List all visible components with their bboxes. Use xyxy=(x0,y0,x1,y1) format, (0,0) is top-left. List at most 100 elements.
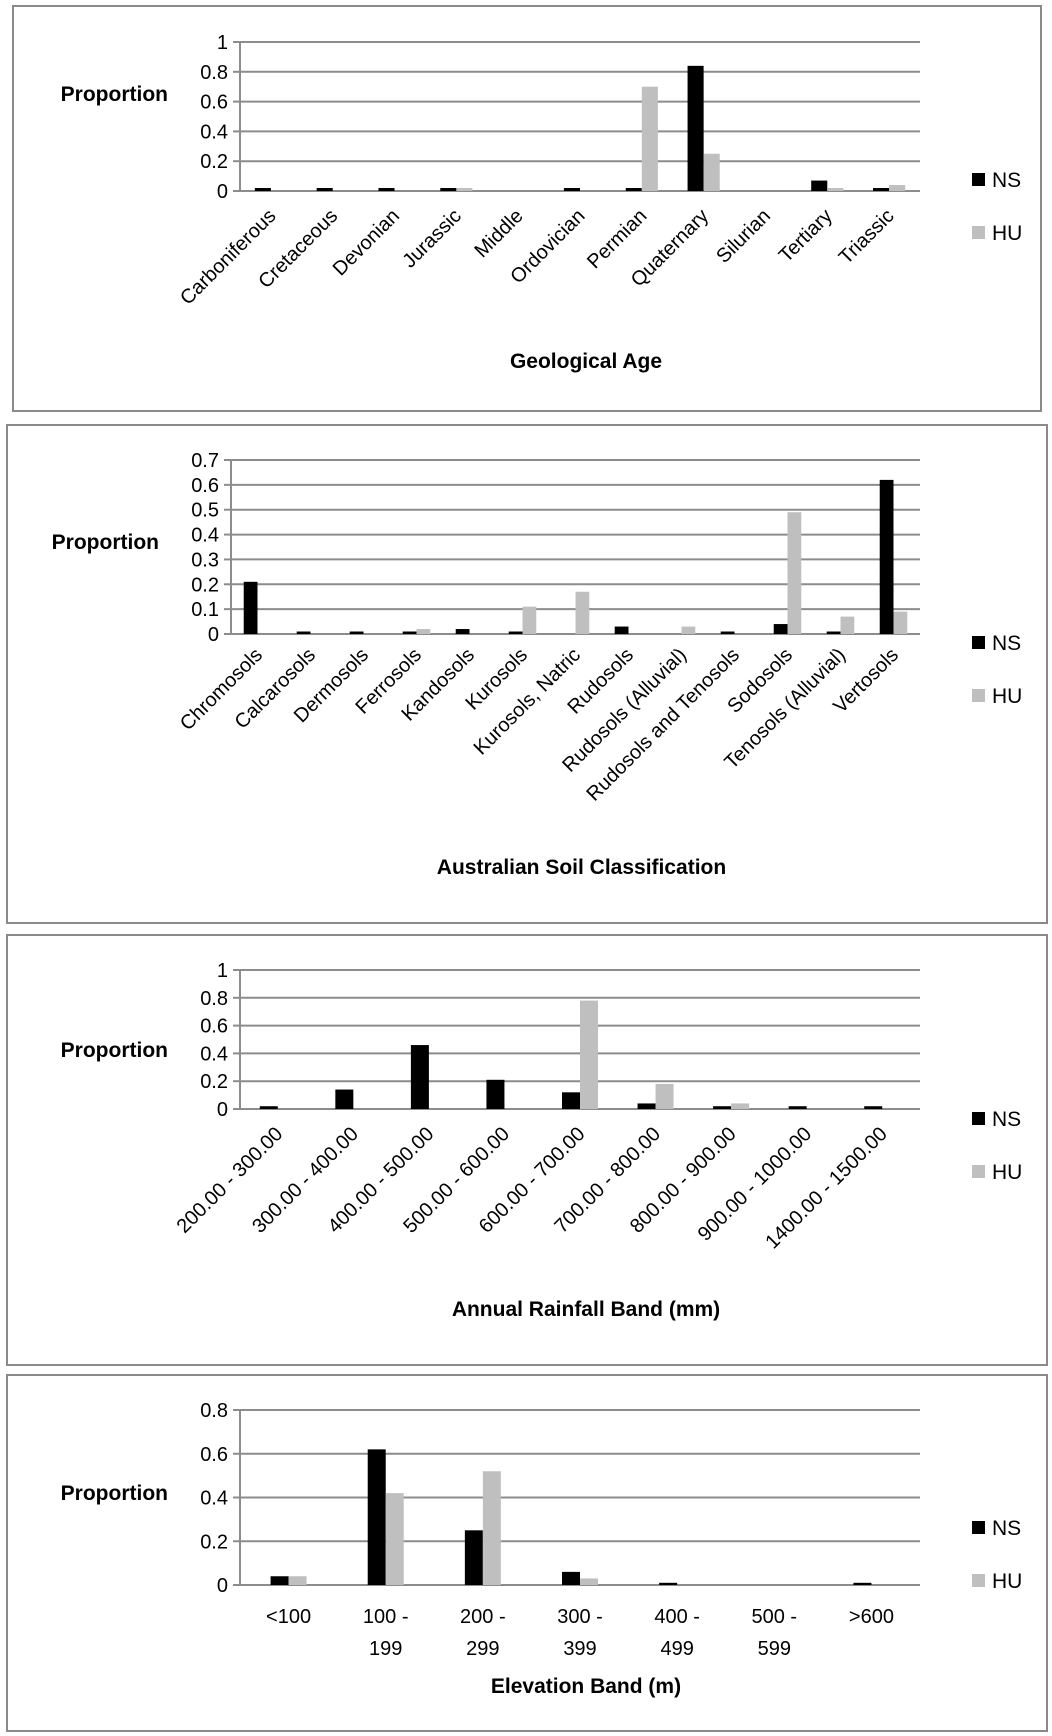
bar-ns-200-299 xyxy=(464,1530,483,1585)
bar-ns-500-00-600-00 xyxy=(486,1079,505,1109)
bar-ns-triassic xyxy=(873,188,890,191)
bar-ns-carboniferous xyxy=(254,188,271,191)
legend-label-hu: HU xyxy=(992,685,1022,708)
chart-svg-1: 00.20.40.60.81CarboniferousCretaceousDev… xyxy=(61,32,1023,373)
bar-hu-tertiary xyxy=(827,188,844,191)
bar-hu-triassic xyxy=(889,185,906,191)
bar-ns-900-00-1000-00 xyxy=(788,1106,807,1109)
bar-hu-tenosols-alluvial xyxy=(840,616,855,634)
y-axis-title: Proportion xyxy=(52,531,159,554)
bar-hu-200-299 xyxy=(482,1471,501,1585)
bar-ns-tertiary xyxy=(811,180,828,191)
bar-ns-400-499 xyxy=(659,1582,678,1585)
y-tick-label: 0.4 xyxy=(200,1488,228,1510)
bar-hu-100-199 xyxy=(385,1493,404,1585)
y-tick-label: 0 xyxy=(217,1575,228,1597)
bar-ns-calcarosols xyxy=(296,631,311,634)
bar-ns-devonian xyxy=(378,188,395,191)
y-tick-label: 0 xyxy=(217,181,228,203)
legend: NS HU xyxy=(972,1517,1022,1593)
bar-ns-cretaceous xyxy=(316,188,333,191)
legend-label-ns: NS xyxy=(992,1517,1021,1540)
bar-hu-jurassic xyxy=(456,188,473,191)
bar-ns-800-00-900-00 xyxy=(713,1106,732,1109)
y-tick-label: 0.6 xyxy=(200,1444,228,1466)
bar-hu-600-00-700-00 xyxy=(580,1000,598,1109)
bar-ns-300-399 xyxy=(562,1571,580,1585)
y-tick-label: 0.8 xyxy=(200,988,228,1010)
x-tick-label: >600 xyxy=(849,1606,894,1628)
x-tick-label: Tertiary xyxy=(775,205,837,267)
bar-ns-quaternary xyxy=(687,65,704,191)
legend-swatch-ns xyxy=(972,636,985,649)
y-tick-label: 0.6 xyxy=(200,92,228,114)
chart-panel-1: 0 0.2 0.4 0.6 0.8 1 Carboniferous Cretaceous Dev… xyxy=(12,5,1042,412)
x-tick-label: 200 -299 xyxy=(460,1606,506,1660)
legend-label-hu: HU xyxy=(992,1570,1022,1593)
bar-ns-permian xyxy=(625,188,642,191)
legend-swatch-hu xyxy=(972,1574,985,1587)
bar-hu-700-00-800-00 xyxy=(655,1083,674,1109)
y-axis-title: Proportion xyxy=(61,1482,168,1505)
bar-ns-chromosols xyxy=(243,581,258,634)
y-tick-label: 0.4 xyxy=(200,1043,228,1065)
x-tick-label: Middle xyxy=(470,205,527,262)
legend-swatch-hu xyxy=(972,1165,985,1178)
legend-swatch-hu xyxy=(972,689,985,702)
x-tick-label: 400 -499 xyxy=(654,1606,700,1660)
bar-ns-jurassic xyxy=(440,188,457,191)
legend-swatch-hu xyxy=(972,226,985,239)
y-tick-label: 0.7 xyxy=(191,450,219,472)
x-axis-title: Annual Rainfall Band (mm) xyxy=(452,1298,720,1321)
y-tick-label: 0.4 xyxy=(191,525,219,547)
bar-ns-700-00-800-00 xyxy=(637,1103,656,1109)
legend-label-ns: NS xyxy=(992,169,1021,192)
y-tick-label: 0.4 xyxy=(200,121,228,143)
bar-ns-tenosols-alluvial xyxy=(826,631,841,634)
legend-swatch-ns xyxy=(972,1112,985,1125)
legend: NS HU xyxy=(972,632,1022,708)
y-tick-label: 0.8 xyxy=(200,62,228,84)
legend-swatch-ns xyxy=(972,1521,985,1534)
bar-hu-sodosols xyxy=(787,512,802,634)
y-tick-label: 0.2 xyxy=(200,1531,228,1553)
bar-ns-600 xyxy=(853,1582,872,1585)
chart-svg-4: 0 0.2 0.4 0.6 0.8 <100 100 -199 200 -299 300 -39… xyxy=(61,1400,1023,1698)
legend-label-ns: NS xyxy=(992,1108,1021,1131)
y-tick-label: 1 xyxy=(217,960,228,982)
y-tick-label: 0.5 xyxy=(191,500,219,522)
y-axis-title: Proportion xyxy=(61,83,168,106)
y-tick-label: 0.1 xyxy=(191,599,219,621)
y-tick-label: 0.2 xyxy=(200,151,228,173)
bar-hu-permian xyxy=(641,86,658,191)
bar-ns-ferrosols xyxy=(402,631,417,634)
chart-panel-2: 0 0.1 0.2 0.3 0.4 0.5 0.6 0.7 Chromosols Calcaros… xyxy=(6,424,1048,924)
y-axis-title: Proportion xyxy=(61,1039,168,1062)
bar-ns-1400-00-1500-00 xyxy=(864,1106,883,1109)
x-tick-label: <100 xyxy=(266,1606,311,1628)
chart-svg-2: 00.10.20.30.40.50.60.7ChromosolsCalcaros… xyxy=(52,450,1023,879)
x-tick-label: 500 -599 xyxy=(751,1606,797,1660)
bar-hu-300-399 xyxy=(580,1578,598,1585)
bar-ns-600-00-700-00 xyxy=(562,1092,580,1109)
bar-hu-rudosols-alluvial xyxy=(681,626,696,634)
x-tick-label: Devonian xyxy=(329,205,404,280)
legend-label-hu: HU xyxy=(992,1161,1022,1184)
bar-ns-300-00-400-00 xyxy=(335,1089,354,1109)
bar-hu-kurosols-natric xyxy=(575,591,590,634)
legend: NS HU xyxy=(972,1108,1022,1184)
x-tick-label: 100 -199 xyxy=(363,1606,409,1660)
bar-hu-ferrosols xyxy=(416,629,431,634)
bar-ns-dermosols xyxy=(349,631,364,634)
x-axis-title: Elevation Band (m) xyxy=(491,1675,681,1698)
y-tick-label: 0.6 xyxy=(191,475,219,497)
x-axis-title: Geological Age xyxy=(510,350,662,373)
y-tick-label: 0.6 xyxy=(200,1016,228,1038)
bar-hu-quaternary xyxy=(703,153,720,191)
y-tick-label: 0.3 xyxy=(191,549,219,571)
bar-hu-100 xyxy=(288,1576,307,1585)
x-tick-label: Carboniferous xyxy=(176,205,280,309)
x-tick-label: Silurian xyxy=(712,205,775,268)
